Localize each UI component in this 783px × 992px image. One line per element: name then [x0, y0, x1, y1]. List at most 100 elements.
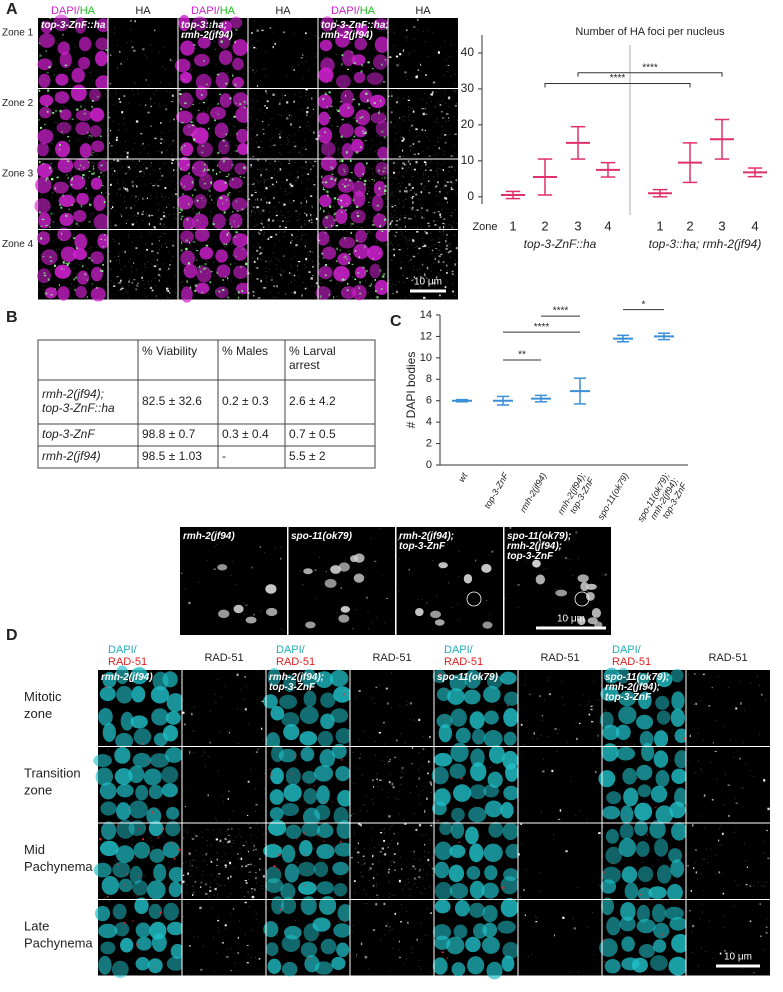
nucleus	[319, 749, 336, 768]
focus	[446, 113, 449, 115]
noise	[697, 733, 699, 735]
focus	[367, 201, 371, 203]
focus	[215, 172, 217, 175]
focus	[414, 877, 416, 880]
noise	[408, 207, 410, 209]
noise	[676, 952, 678, 954]
noise	[395, 797, 397, 799]
noise	[540, 735, 542, 737]
focus	[411, 187, 414, 189]
focus	[340, 206, 344, 208]
noise	[327, 211, 329, 213]
noise	[184, 167, 186, 169]
nucleus	[318, 266, 333, 280]
focus	[215, 838, 219, 841]
noise	[344, 260, 346, 262]
focus	[59, 109, 62, 113]
noise	[149, 173, 151, 175]
noise	[43, 22, 45, 24]
nucleus	[153, 863, 167, 882]
noise	[264, 231, 266, 233]
focus	[238, 225, 240, 227]
focus	[99, 838, 102, 841]
noise	[220, 219, 222, 221]
noise	[409, 792, 411, 794]
nucleus	[371, 194, 384, 212]
nucleus	[336, 820, 354, 840]
noise	[182, 230, 184, 232]
noise	[285, 193, 287, 195]
focus	[124, 187, 127, 191]
focus	[286, 117, 289, 120]
focus	[308, 271, 311, 273]
noise	[669, 817, 671, 819]
noise	[315, 222, 317, 224]
noise	[241, 119, 243, 121]
noise	[284, 188, 286, 190]
noise	[364, 861, 366, 863]
noise	[124, 934, 126, 936]
focus	[46, 71, 49, 74]
noise	[358, 197, 360, 199]
noise	[94, 162, 96, 164]
nucleus	[472, 728, 486, 745]
noise	[433, 179, 435, 181]
noise	[350, 69, 352, 71]
focus	[712, 742, 714, 744]
noise	[228, 175, 230, 177]
dapi-body	[330, 565, 342, 574]
noise	[66, 250, 68, 252]
nucleus	[636, 764, 653, 781]
focus	[646, 834, 648, 836]
noise	[389, 773, 391, 775]
focus	[40, 237, 43, 240]
noise	[437, 167, 439, 169]
noise	[657, 859, 659, 861]
noise	[48, 292, 50, 294]
noise	[385, 103, 387, 105]
noise	[261, 140, 263, 142]
noise	[353, 832, 355, 834]
focus	[427, 772, 430, 775]
focus	[213, 568, 216, 570]
nucleus	[212, 213, 226, 230]
focus	[242, 248, 244, 250]
focus	[273, 144, 276, 147]
column-header: DAPI/	[444, 644, 474, 656]
noise	[381, 760, 383, 762]
noise	[361, 774, 363, 776]
nucleus	[147, 880, 166, 900]
nucleus	[670, 668, 684, 683]
noise	[350, 149, 352, 151]
focus	[391, 206, 394, 208]
focus	[182, 192, 184, 196]
noise	[303, 264, 305, 266]
focus	[239, 176, 242, 178]
noise	[251, 193, 253, 195]
noise	[443, 233, 445, 235]
noise	[541, 812, 543, 814]
focus	[627, 674, 630, 677]
focus	[450, 155, 453, 157]
noise	[335, 142, 337, 144]
focus	[256, 267, 259, 269]
noise	[607, 630, 609, 632]
focus	[194, 284, 198, 287]
noise	[346, 198, 348, 200]
noise	[454, 83, 456, 85]
focus	[387, 871, 390, 874]
focus	[425, 277, 428, 279]
noise	[429, 163, 431, 165]
noise	[336, 612, 338, 614]
noise	[194, 188, 196, 190]
noise	[543, 569, 545, 571]
noise	[175, 113, 177, 115]
noise	[235, 145, 237, 147]
nucleus	[91, 140, 105, 153]
focus	[187, 872, 189, 875]
noise	[426, 908, 428, 910]
noise	[136, 221, 138, 223]
noise	[248, 288, 250, 290]
noise	[148, 84, 150, 86]
noise	[134, 857, 136, 859]
